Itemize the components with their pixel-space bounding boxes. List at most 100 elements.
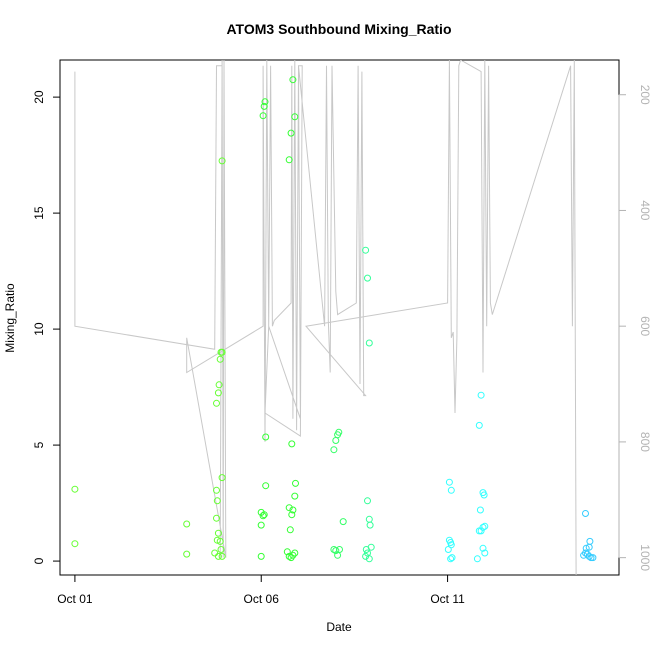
y-tick-label: 5 <box>32 441 46 448</box>
data-point <box>365 515 373 523</box>
data-point <box>335 428 343 436</box>
y-tick-label: 0 <box>32 557 46 564</box>
data-point <box>218 552 226 560</box>
data-point <box>362 546 370 553</box>
data-point <box>582 544 590 552</box>
data-point <box>585 552 593 560</box>
data-point <box>586 537 594 545</box>
points-layer <box>71 76 597 563</box>
data-point <box>582 510 589 517</box>
data-point <box>218 157 226 165</box>
data-point <box>479 523 487 531</box>
data-point <box>257 552 265 560</box>
data-point <box>215 381 223 389</box>
data-point <box>183 550 191 558</box>
data-point <box>214 552 222 560</box>
data-point <box>481 522 489 530</box>
data-point <box>330 446 338 454</box>
data-point <box>218 348 226 356</box>
data-point <box>445 478 453 486</box>
data-point <box>481 549 489 557</box>
data-point <box>261 98 269 106</box>
y2-tick-label: 200 <box>638 85 650 105</box>
data-point <box>287 554 295 562</box>
data-point <box>364 497 371 505</box>
y2-tick-label: 1000 <box>638 544 650 571</box>
data-point <box>218 474 226 482</box>
data-point <box>216 537 224 545</box>
data-point <box>339 518 347 526</box>
data-point <box>291 549 299 557</box>
data-point <box>262 433 270 441</box>
data-point <box>291 113 299 121</box>
data-point <box>364 274 371 282</box>
data-point <box>216 355 224 363</box>
x-tick-label: Oct 11 <box>430 592 465 606</box>
data-point <box>292 479 299 487</box>
data-point <box>213 486 220 494</box>
data-point <box>362 552 370 560</box>
data-point <box>286 526 294 534</box>
data-point <box>214 529 222 537</box>
chart-title: ATOM3 Southbound Mixing_Ratio <box>226 21 451 37</box>
data-point <box>71 485 79 493</box>
plot-frame <box>59 59 620 576</box>
data-point <box>183 520 191 528</box>
y2-tick-label: 800 <box>638 432 650 452</box>
data-point <box>476 506 484 514</box>
data-point <box>365 555 373 563</box>
data-point <box>288 440 296 448</box>
data-point <box>475 421 483 429</box>
data-point <box>366 521 374 529</box>
data-point <box>332 437 340 444</box>
data-point <box>332 547 340 555</box>
data-point <box>479 544 487 552</box>
x-tick-label: Oct 06 <box>244 592 280 606</box>
data-point <box>477 391 485 399</box>
data-point <box>365 339 373 347</box>
data-point <box>262 482 270 490</box>
data-point <box>291 492 299 500</box>
data-point <box>213 497 221 505</box>
data-point <box>289 551 297 559</box>
data-point <box>289 506 297 514</box>
data-point <box>211 549 219 557</box>
y-axis: 0 5 10 15 20 <box>32 90 61 564</box>
data-point <box>257 521 265 529</box>
data-point <box>260 102 268 110</box>
data-point <box>589 554 597 562</box>
data-point <box>283 548 291 556</box>
y-tick-label: 20 <box>32 90 46 104</box>
y2-tick-label: 600 <box>638 316 650 336</box>
data-point <box>477 527 485 535</box>
data-point <box>362 246 370 254</box>
data-point <box>214 389 222 397</box>
data-point <box>285 156 293 164</box>
y2-axis: 200 400 600 800 1000 <box>618 85 650 571</box>
data-point <box>287 129 295 137</box>
data-point <box>587 554 595 562</box>
x-tick-label: Oct 01 <box>57 592 93 606</box>
data-point <box>285 504 293 512</box>
data-point <box>260 511 268 519</box>
x-axis: Oct 01 Oct 06 Oct 11 <box>57 574 465 606</box>
data-point <box>213 399 220 407</box>
data-point <box>213 514 220 522</box>
x-axis-label: Date <box>326 620 352 634</box>
data-point <box>447 555 455 563</box>
data-point <box>285 552 293 560</box>
data-point <box>259 512 267 520</box>
data-point <box>289 76 297 84</box>
y2-tick-label: 400 <box>638 200 650 220</box>
data-point <box>336 546 343 553</box>
pressure-profile-line <box>74 60 577 575</box>
data-point <box>480 491 488 499</box>
data-point <box>473 555 481 563</box>
data-point <box>288 511 296 519</box>
data-point <box>259 112 267 120</box>
y-axis-label: Mixing_Ratio <box>3 283 17 353</box>
data-point <box>447 486 455 494</box>
data-point <box>217 546 225 553</box>
data-point <box>444 546 452 553</box>
